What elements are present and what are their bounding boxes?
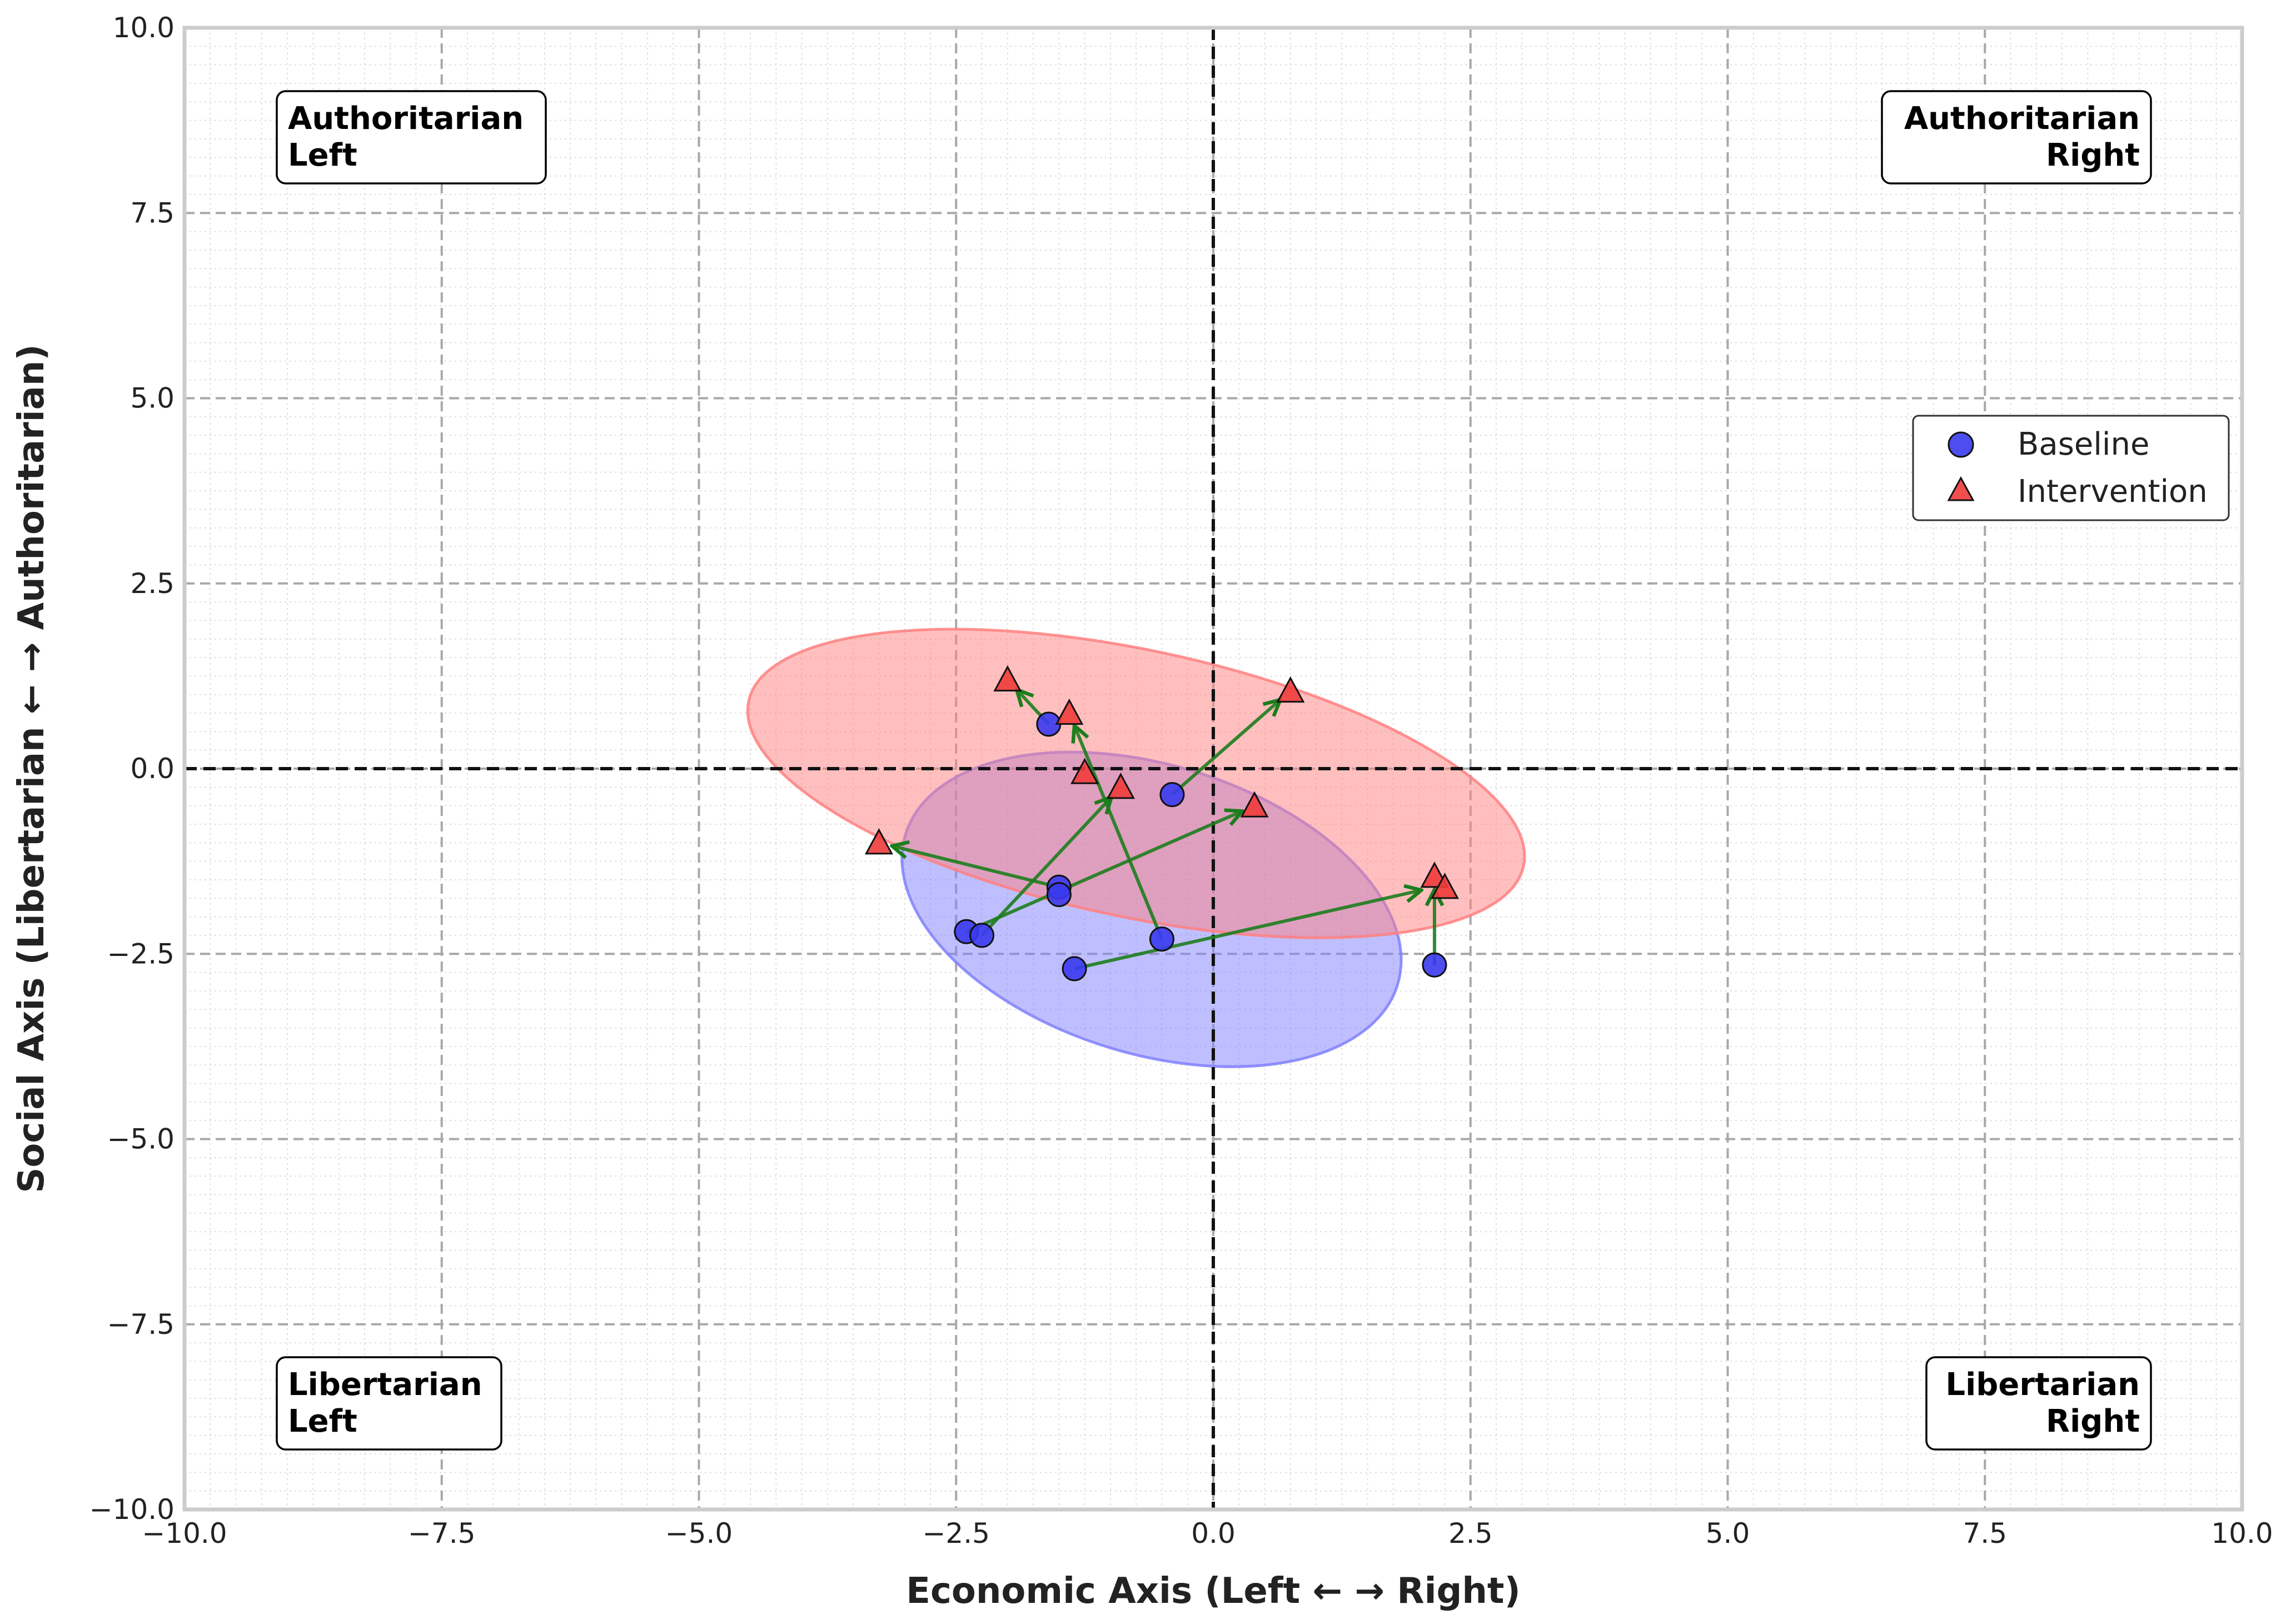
- legend-baseline-marker: [1948, 431, 1974, 458]
- y-tick-label: −7.5: [107, 1308, 175, 1341]
- y-tick-label: 7.5: [130, 197, 175, 229]
- x-tick-label: 7.5: [1963, 1517, 2007, 1550]
- quadrant-libertarian-left: Libertarian Left: [276, 1356, 502, 1451]
- intervention-point: [1430, 873, 1459, 899]
- legend-box: [1912, 415, 2230, 521]
- intervention-point: [864, 828, 893, 855]
- intervention-point: [1055, 698, 1084, 725]
- quadrant-label-line: Right: [2046, 1403, 2140, 1439]
- x-tick-label: 0.0: [1191, 1517, 1236, 1550]
- intervention-point: [1106, 773, 1135, 799]
- y-tick-label: 10.0: [113, 12, 175, 44]
- x-tick-label: 2.5: [1448, 1517, 1493, 1550]
- intervention-point: [1240, 791, 1269, 818]
- legend-intervention-marker: [1947, 476, 1975, 501]
- legend-baseline-label: Baseline: [2018, 426, 2149, 462]
- data-points: [864, 665, 1459, 982]
- quadrant-label-line: Libertarian: [288, 1367, 482, 1403]
- quadrant-label-line: Authoritarian: [1904, 101, 2140, 137]
- y-tick-label: −5.0: [107, 1123, 175, 1155]
- confidence-ellipse-intervention: [746, 627, 1526, 939]
- y-tick-label: 5.0: [130, 382, 175, 415]
- intervention-point: [1276, 676, 1305, 703]
- legend-intervention-label: Intervention: [2018, 474, 2208, 510]
- y-axis-title: Social Axis (Libertarian ← → Authoritari…: [11, 344, 52, 1193]
- x-tick-label: 10.0: [2211, 1517, 2273, 1550]
- quadrant-label-line: Authoritarian: [288, 101, 524, 137]
- shift-arrow: [965, 811, 1241, 934]
- baseline-point: [1149, 926, 1174, 952]
- x-tick-label: −2.5: [923, 1517, 990, 1550]
- quadrant-labels: Authoritarian Left Authoritarian Right L…: [276, 90, 2152, 1451]
- shift-arrow: [1171, 700, 1279, 796]
- y-tick-label: −2.5: [107, 938, 175, 970]
- intervention-point: [993, 665, 1022, 692]
- baseline-point: [969, 923, 995, 948]
- quadrant-authoritarian-right: Authoritarian Right: [1881, 90, 2152, 185]
- y-tick-labels: −10.0 −7.5 −5.0 −2.5 0.0 2.5 5.0 7.5 10.0: [89, 12, 175, 1526]
- baseline-point: [1046, 882, 1072, 908]
- y-tick-label: 0.0: [130, 753, 175, 785]
- x-tick-label: −7.5: [408, 1517, 475, 1550]
- y-tick-label: −10.0: [89, 1493, 175, 1526]
- legend: Baseline Intervention: [1912, 415, 2230, 521]
- x-tick-labels: −10.0 −7.5 −5.0 −2.5 0.0 2.5 5.0 7.5 10.0: [142, 1517, 2273, 1550]
- shift-arrow: [980, 798, 1111, 936]
- quadrant-label-line: Libertarian: [1945, 1367, 2140, 1403]
- confidence-ellipses: [746, 627, 1526, 1068]
- quadrant-libertarian-right: Libertarian Right: [1925, 1356, 2152, 1451]
- baseline-point: [1062, 956, 1087, 982]
- shift-arrows: [893, 690, 1435, 970]
- baseline-point: [1159, 782, 1185, 808]
- x-tick-label: 5.0: [1706, 1517, 1750, 1550]
- baseline-point: [1422, 952, 1447, 978]
- quadrant-label-line: Right: [2046, 137, 2140, 173]
- zero-reference-lines: [185, 28, 2242, 1510]
- plot-frame: [182, 26, 2244, 1512]
- x-axis-title: Economic Axis (Left ← → Right): [906, 1571, 1521, 1612]
- y-tick-label: 2.5: [130, 567, 175, 600]
- shift-arrow: [1075, 726, 1164, 940]
- quadrant-authoritarian-left: Authoritarian Left: [276, 90, 547, 185]
- x-tick-label: −5.0: [665, 1517, 733, 1550]
- intervention-point: [1070, 758, 1099, 784]
- quadrant-label-line: Left: [288, 137, 357, 173]
- x-tick-label: −10.0: [142, 1517, 227, 1550]
- quadrant-label-line: Left: [288, 1403, 357, 1439]
- shift-arrow: [1074, 890, 1420, 970]
